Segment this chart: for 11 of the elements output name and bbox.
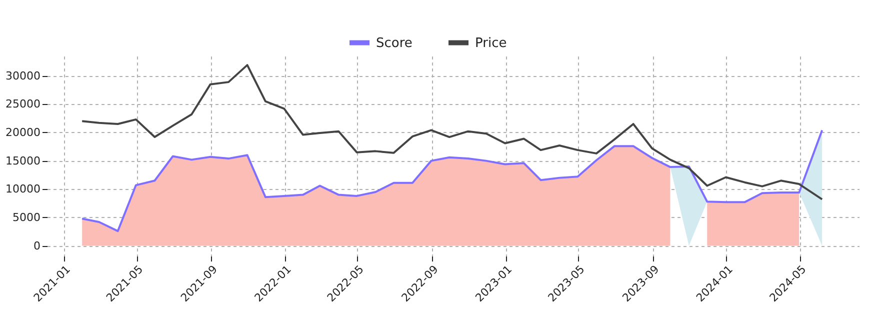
y-tick-label: 5000 — [12, 210, 40, 224]
y-tick-label: 30000 — [6, 69, 40, 82]
line-series — [81, 129, 824, 232]
legend-label: Price — [475, 36, 507, 51]
y-tick-label: 15000 — [6, 154, 40, 168]
y-tick-label: 20000 — [6, 126, 40, 139]
line-series — [81, 64, 824, 200]
y-tick-label: 10000 — [6, 182, 40, 196]
legend-label: Score — [376, 36, 412, 51]
y-tick-label: 0 — [34, 239, 40, 252]
y-tick-label: 25000 — [6, 98, 40, 111]
